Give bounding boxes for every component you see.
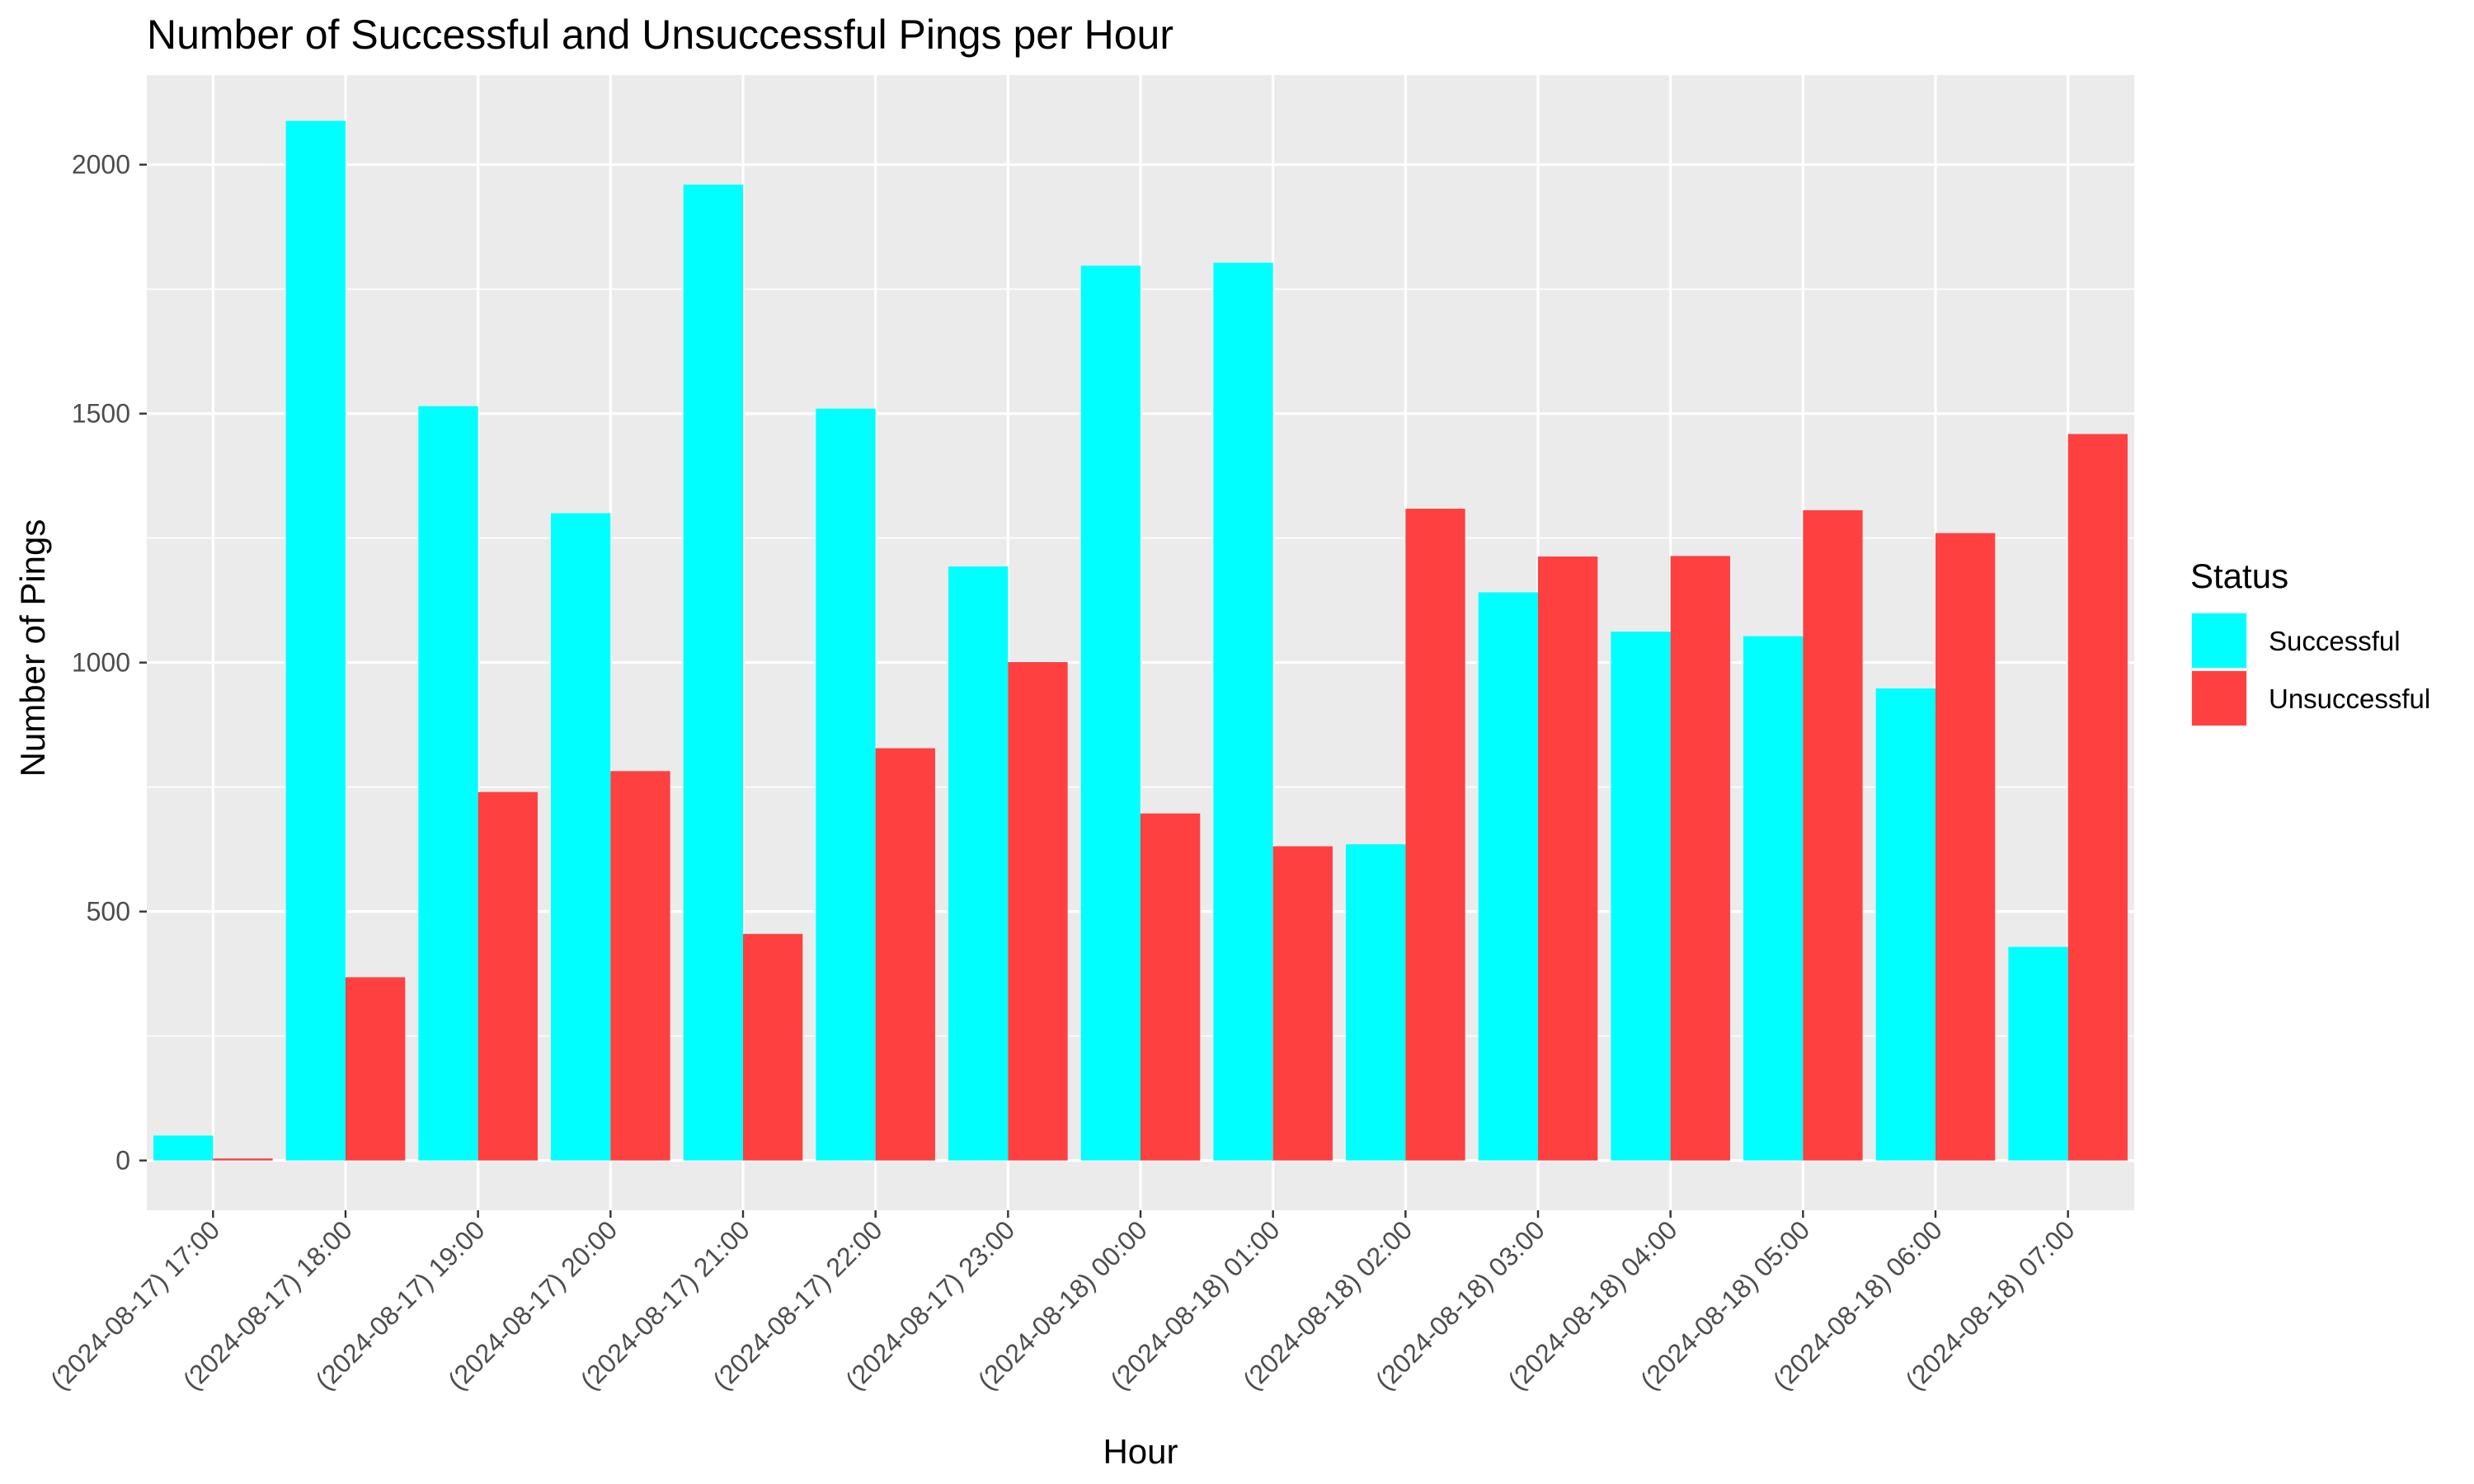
bar-unsuccessful-4: [743, 933, 803, 1161]
bar-unsuccessful-6: [1008, 662, 1068, 1161]
legend: Status Successful Unsuccessful: [2190, 556, 2430, 727]
bar-successful-6: [948, 566, 1009, 1161]
bar-unsuccessful-8: [1272, 846, 1333, 1161]
bar-successful-8: [1213, 262, 1273, 1161]
legend-key-successful: [2192, 613, 2246, 668]
bar-unsuccessful-14: [2067, 434, 2128, 1161]
bar-unsuccessful-9: [1405, 509, 1465, 1161]
chart-title: Number of Successful and Unsuccessful Pi…: [147, 12, 1174, 58]
y-tick-label: 500: [87, 897, 130, 927]
bar-successful-13: [1875, 688, 1935, 1161]
bar-successful-10: [1478, 592, 1538, 1161]
bar-successful-7: [1080, 265, 1141, 1161]
y-axis-title: Number of Pings: [13, 519, 52, 777]
x-axis-title: Hour: [1103, 1432, 1178, 1471]
bar-successful-11: [1611, 632, 1671, 1161]
legend-title: Status: [2190, 556, 2288, 595]
bar-unsuccessful-13: [1935, 533, 1996, 1161]
bar-unsuccessful-7: [1141, 813, 1201, 1161]
bars-group: [153, 120, 2128, 1161]
bar-unsuccessful-0: [213, 1158, 273, 1161]
y-axis: 0 500 1000 1500 2000: [72, 150, 147, 1176]
bar-unsuccessful-3: [610, 771, 670, 1161]
y-tick-label: 1500: [72, 399, 130, 429]
bar-successful-9: [1346, 844, 1406, 1161]
bar-successful-3: [551, 513, 611, 1161]
y-tick-label: 1000: [72, 648, 130, 678]
bar-successful-4: [683, 184, 743, 1161]
bar-successful-1: [285, 120, 346, 1161]
bar-successful-14: [2008, 946, 2068, 1161]
legend-label-successful: Successful: [2269, 626, 2401, 656]
x-axis: (2024-08-17) 17:00(2024-08-17) 18:00(202…: [45, 1210, 2081, 1396]
bar-successful-0: [153, 1135, 214, 1161]
bar-unsuccessful-2: [477, 791, 538, 1161]
bar-successful-12: [1743, 636, 1804, 1161]
legend-key-unsuccessful: [2192, 671, 2246, 726]
bar-successful-5: [816, 408, 876, 1161]
legend-label-unsuccessful: Unsuccessful: [2269, 683, 2430, 714]
bar-successful-2: [418, 406, 478, 1161]
bar-unsuccessful-11: [1670, 556, 1730, 1161]
y-tick-label: 2000: [72, 150, 130, 180]
y-tick-label: 0: [115, 1146, 130, 1176]
bar-unsuccessful-1: [346, 977, 406, 1161]
bar-unsuccessful-12: [1803, 510, 1863, 1161]
bar-unsuccessful-10: [1538, 556, 1598, 1161]
bar-unsuccessful-5: [875, 748, 935, 1161]
